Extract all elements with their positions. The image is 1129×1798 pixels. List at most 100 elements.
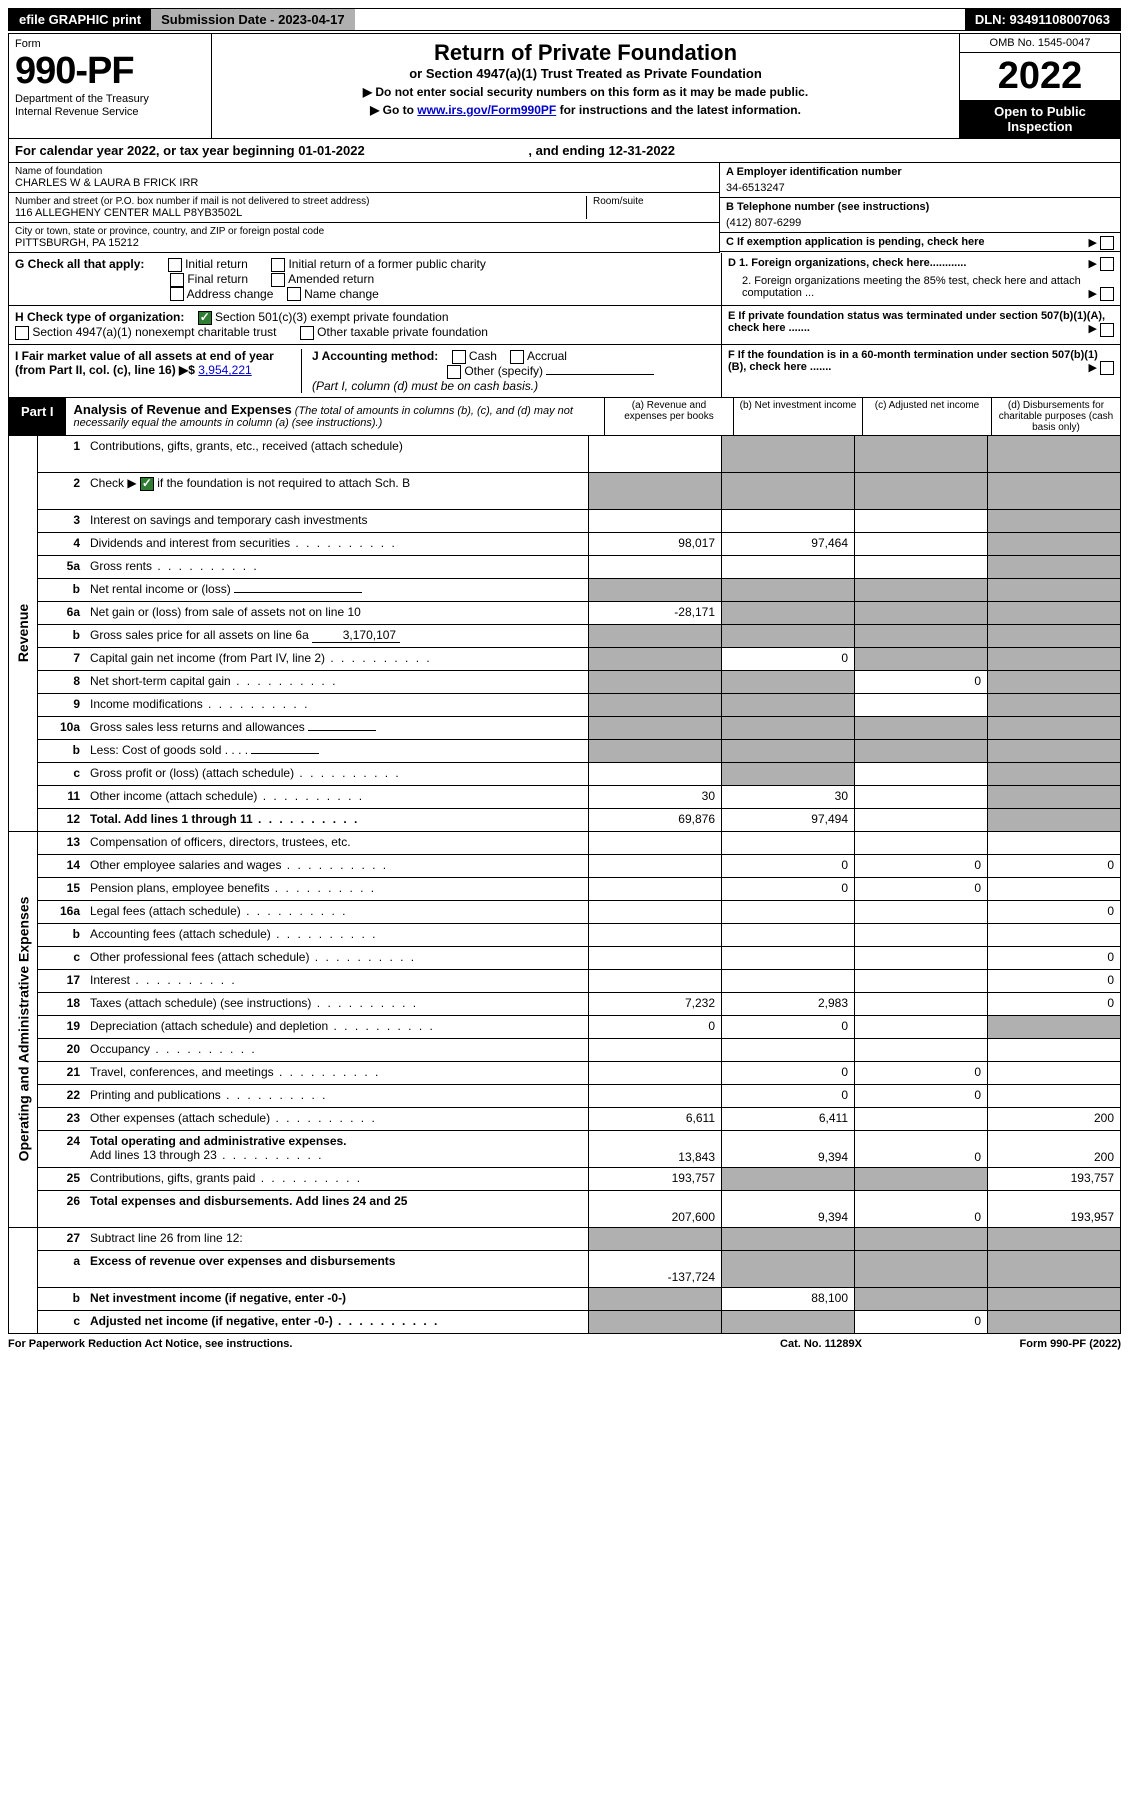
g-name-change-checkbox[interactable]: [287, 287, 301, 301]
j-other: Other (specify): [464, 364, 543, 378]
row-16a: 16a Legal fees (attach schedule) 0: [38, 901, 1120, 924]
d2-checkbox[interactable]: [1100, 287, 1114, 301]
footer-left: For Paperwork Reduction Act Notice, see …: [8, 1338, 721, 1350]
row-20: 20 Occupancy: [38, 1039, 1120, 1062]
form-title: Return of Private Foundation: [222, 40, 949, 66]
phone-value: (412) 807-6299: [726, 213, 1114, 229]
entity-info-grid: Name of foundation CHARLES W & LAURA B F…: [8, 163, 1121, 253]
c-cell: C If exemption application is pending, c…: [720, 233, 1120, 252]
ein-label: A Employer identification number: [726, 166, 1114, 178]
top-bar: efile GRAPHIC print Submission Date - 20…: [8, 8, 1121, 31]
g-address-change-checkbox[interactable]: [170, 287, 184, 301]
city-cell: City or town, state or province, country…: [9, 223, 719, 253]
revenue-table: Revenue 1 Contributions, gifts, grants, …: [8, 436, 1121, 832]
h-other-checkbox[interactable]: [300, 326, 314, 340]
c-label: C If exemption application is pending, c…: [726, 236, 985, 248]
c-checkbox[interactable]: [1100, 236, 1114, 250]
row-19: 19 Depreciation (attach schedule) and de…: [38, 1016, 1120, 1039]
row-16b: b Accounting fees (attach schedule): [38, 924, 1120, 947]
row-22: 22 Printing and publications 00: [38, 1085, 1120, 1108]
part1-title: Analysis of Revenue and Expenses: [74, 402, 292, 417]
j-other-checkbox[interactable]: [447, 365, 461, 379]
d1-checkbox[interactable]: [1100, 257, 1114, 271]
efile-label: efile GRAPHIC print: [9, 9, 151, 30]
h-4947-checkbox[interactable]: [15, 326, 29, 340]
footer-mid: Cat. No. 11289X: [721, 1338, 921, 1350]
h-opt-1: Section 501(c)(3) exempt private foundat…: [215, 310, 448, 324]
note2-post: for instructions and the latest informat…: [556, 103, 801, 117]
line27-table: 27 Subtract line 26 from line 12: a Exce…: [8, 1228, 1121, 1334]
g-initial-return-checkbox[interactable]: [168, 258, 182, 272]
g-label: G Check all that apply:: [15, 257, 144, 271]
addr-value: 116 ALLEGHENY CENTER MALL P8YB3502L: [15, 207, 580, 219]
e-checkbox[interactable]: [1100, 323, 1114, 337]
j-label: J Accounting method:: [312, 349, 438, 363]
row-26: 26 Total expenses and disbursements. Add…: [38, 1191, 1120, 1227]
foundation-name-cell: Name of foundation CHARLES W & LAURA B F…: [9, 163, 719, 193]
row-4: 4 Dividends and interest from securities…: [38, 533, 1120, 556]
g-opt-5: Name change: [304, 287, 379, 301]
row-2: 2 Check ▶ if the foundation is not requi…: [38, 473, 1120, 510]
g-opt-0: Initial return: [185, 257, 248, 271]
header-right: OMB No. 1545-0047 2022 Open to Public In…: [959, 34, 1120, 138]
row-11: 11 Other income (attach schedule) 3030: [38, 786, 1120, 809]
form-link[interactable]: www.irs.gov/Form990PF: [417, 103, 556, 117]
j-accrual-checkbox[interactable]: [510, 350, 524, 364]
row-9: 9 Income modifications: [38, 694, 1120, 717]
dln: DLN: 93491108007063: [965, 9, 1120, 30]
g-initial-former-checkbox[interactable]: [271, 258, 285, 272]
h-501c3-checkbox[interactable]: [198, 311, 212, 325]
row-18: 18 Taxes (attach schedule) (see instruct…: [38, 993, 1120, 1016]
part1-label: Part I: [9, 398, 66, 435]
submission-date: Submission Date - 2023-04-17: [151, 9, 355, 30]
row-10c: c Gross profit or (loss) (attach schedul…: [38, 763, 1120, 786]
h-section: H Check type of organization: Section 50…: [9, 306, 722, 344]
row-17: 17 Interest 0: [38, 970, 1120, 993]
calyear-end: , and ending 12-31-2022: [528, 143, 675, 158]
city-label: City or town, state or province, country…: [15, 226, 713, 237]
e-section: E If private foundation status was termi…: [722, 306, 1120, 344]
row-16c: c Other professional fees (attach schedu…: [38, 947, 1120, 970]
row-6b: b Gross sales price for all assets on li…: [38, 625, 1120, 648]
g-opt-2: Final return: [187, 272, 248, 286]
footer-right: Form 990-PF (2022): [921, 1338, 1121, 1350]
dept-irs: Internal Revenue Service: [15, 106, 205, 119]
tax-year: 2022: [960, 53, 1120, 100]
form-note-1: ▶ Do not enter social security numbers o…: [222, 85, 949, 99]
city-value: PITTSBURGH, PA 15212: [15, 237, 713, 249]
row-24: 24 Total operating and administrative ex…: [38, 1131, 1120, 1168]
row-27c: c Adjusted net income (if negative, ente…: [38, 1311, 1120, 1333]
f-checkbox[interactable]: [1100, 361, 1114, 375]
g-section: G Check all that apply: Initial return I…: [9, 253, 722, 305]
g-opt-3: Amended return: [288, 272, 374, 286]
col-a-head: (a) Revenue and expenses per books: [605, 398, 734, 435]
part1-desc: Analysis of Revenue and Expenses (The to…: [66, 398, 605, 435]
c-arrow-box: ▶: [1088, 236, 1114, 250]
part1-header: Part I Analysis of Revenue and Expenses …: [8, 398, 1121, 436]
name-value: CHARLES W & LAURA B FRICK IRR: [15, 177, 713, 189]
j-cash-checkbox[interactable]: [452, 350, 466, 364]
g-amended-checkbox[interactable]: [271, 273, 285, 287]
row-7: 7 Capital gain net income (from Part IV,…: [38, 648, 1120, 671]
open-inspection: Open to Public Inspection: [960, 100, 1120, 138]
f-label: F If the foundation is in a 60-month ter…: [728, 349, 1098, 373]
row-6a: 6a Net gain or (loss) from sale of asset…: [38, 602, 1120, 625]
h-opt-2: Section 4947(a)(1) nonexempt charitable …: [32, 325, 276, 339]
schb-checkbox[interactable]: [140, 477, 154, 491]
checks-section: G Check all that apply: Initial return I…: [8, 253, 1121, 398]
address-cell: Number and street (or P.O. box number if…: [9, 193, 719, 223]
g-final-return-checkbox[interactable]: [170, 273, 184, 287]
h-label: H Check type of organization:: [15, 310, 184, 324]
phone-cell: B Telephone number (see instructions) (4…: [720, 198, 1120, 233]
header-left: Form 990-PF Department of the Treasury I…: [9, 34, 212, 138]
form-header: Form 990-PF Department of the Treasury I…: [8, 33, 1121, 139]
name-label: Name of foundation: [15, 166, 713, 177]
form-note-2: ▶ Go to www.irs.gov/Form990PF for instru…: [222, 103, 949, 117]
expenses-table: Operating and Administrative Expenses 13…: [8, 832, 1121, 1228]
f-section: F If the foundation is in a 60-month ter…: [722, 345, 1120, 397]
col-d-head: (d) Disbursements for charitable purpose…: [992, 398, 1120, 435]
col-c-head: (c) Adjusted net income: [863, 398, 992, 435]
g-opt-1: Initial return of a former public charit…: [288, 257, 485, 271]
revenue-side-label: Revenue: [9, 436, 38, 831]
omb-number: OMB No. 1545-0047: [960, 34, 1120, 53]
